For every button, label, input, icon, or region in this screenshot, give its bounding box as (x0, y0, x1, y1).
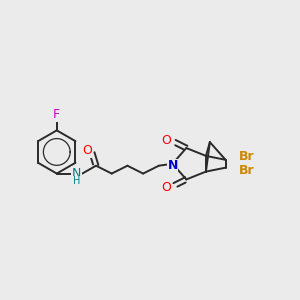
Text: O: O (82, 145, 92, 158)
Text: F: F (53, 108, 60, 121)
Text: N: N (72, 167, 81, 180)
Text: Br: Br (239, 150, 255, 164)
Text: O: O (162, 181, 172, 194)
Text: O: O (162, 134, 172, 147)
Text: H: H (73, 176, 80, 186)
Text: Br: Br (239, 164, 255, 177)
Text: N: N (167, 159, 178, 172)
